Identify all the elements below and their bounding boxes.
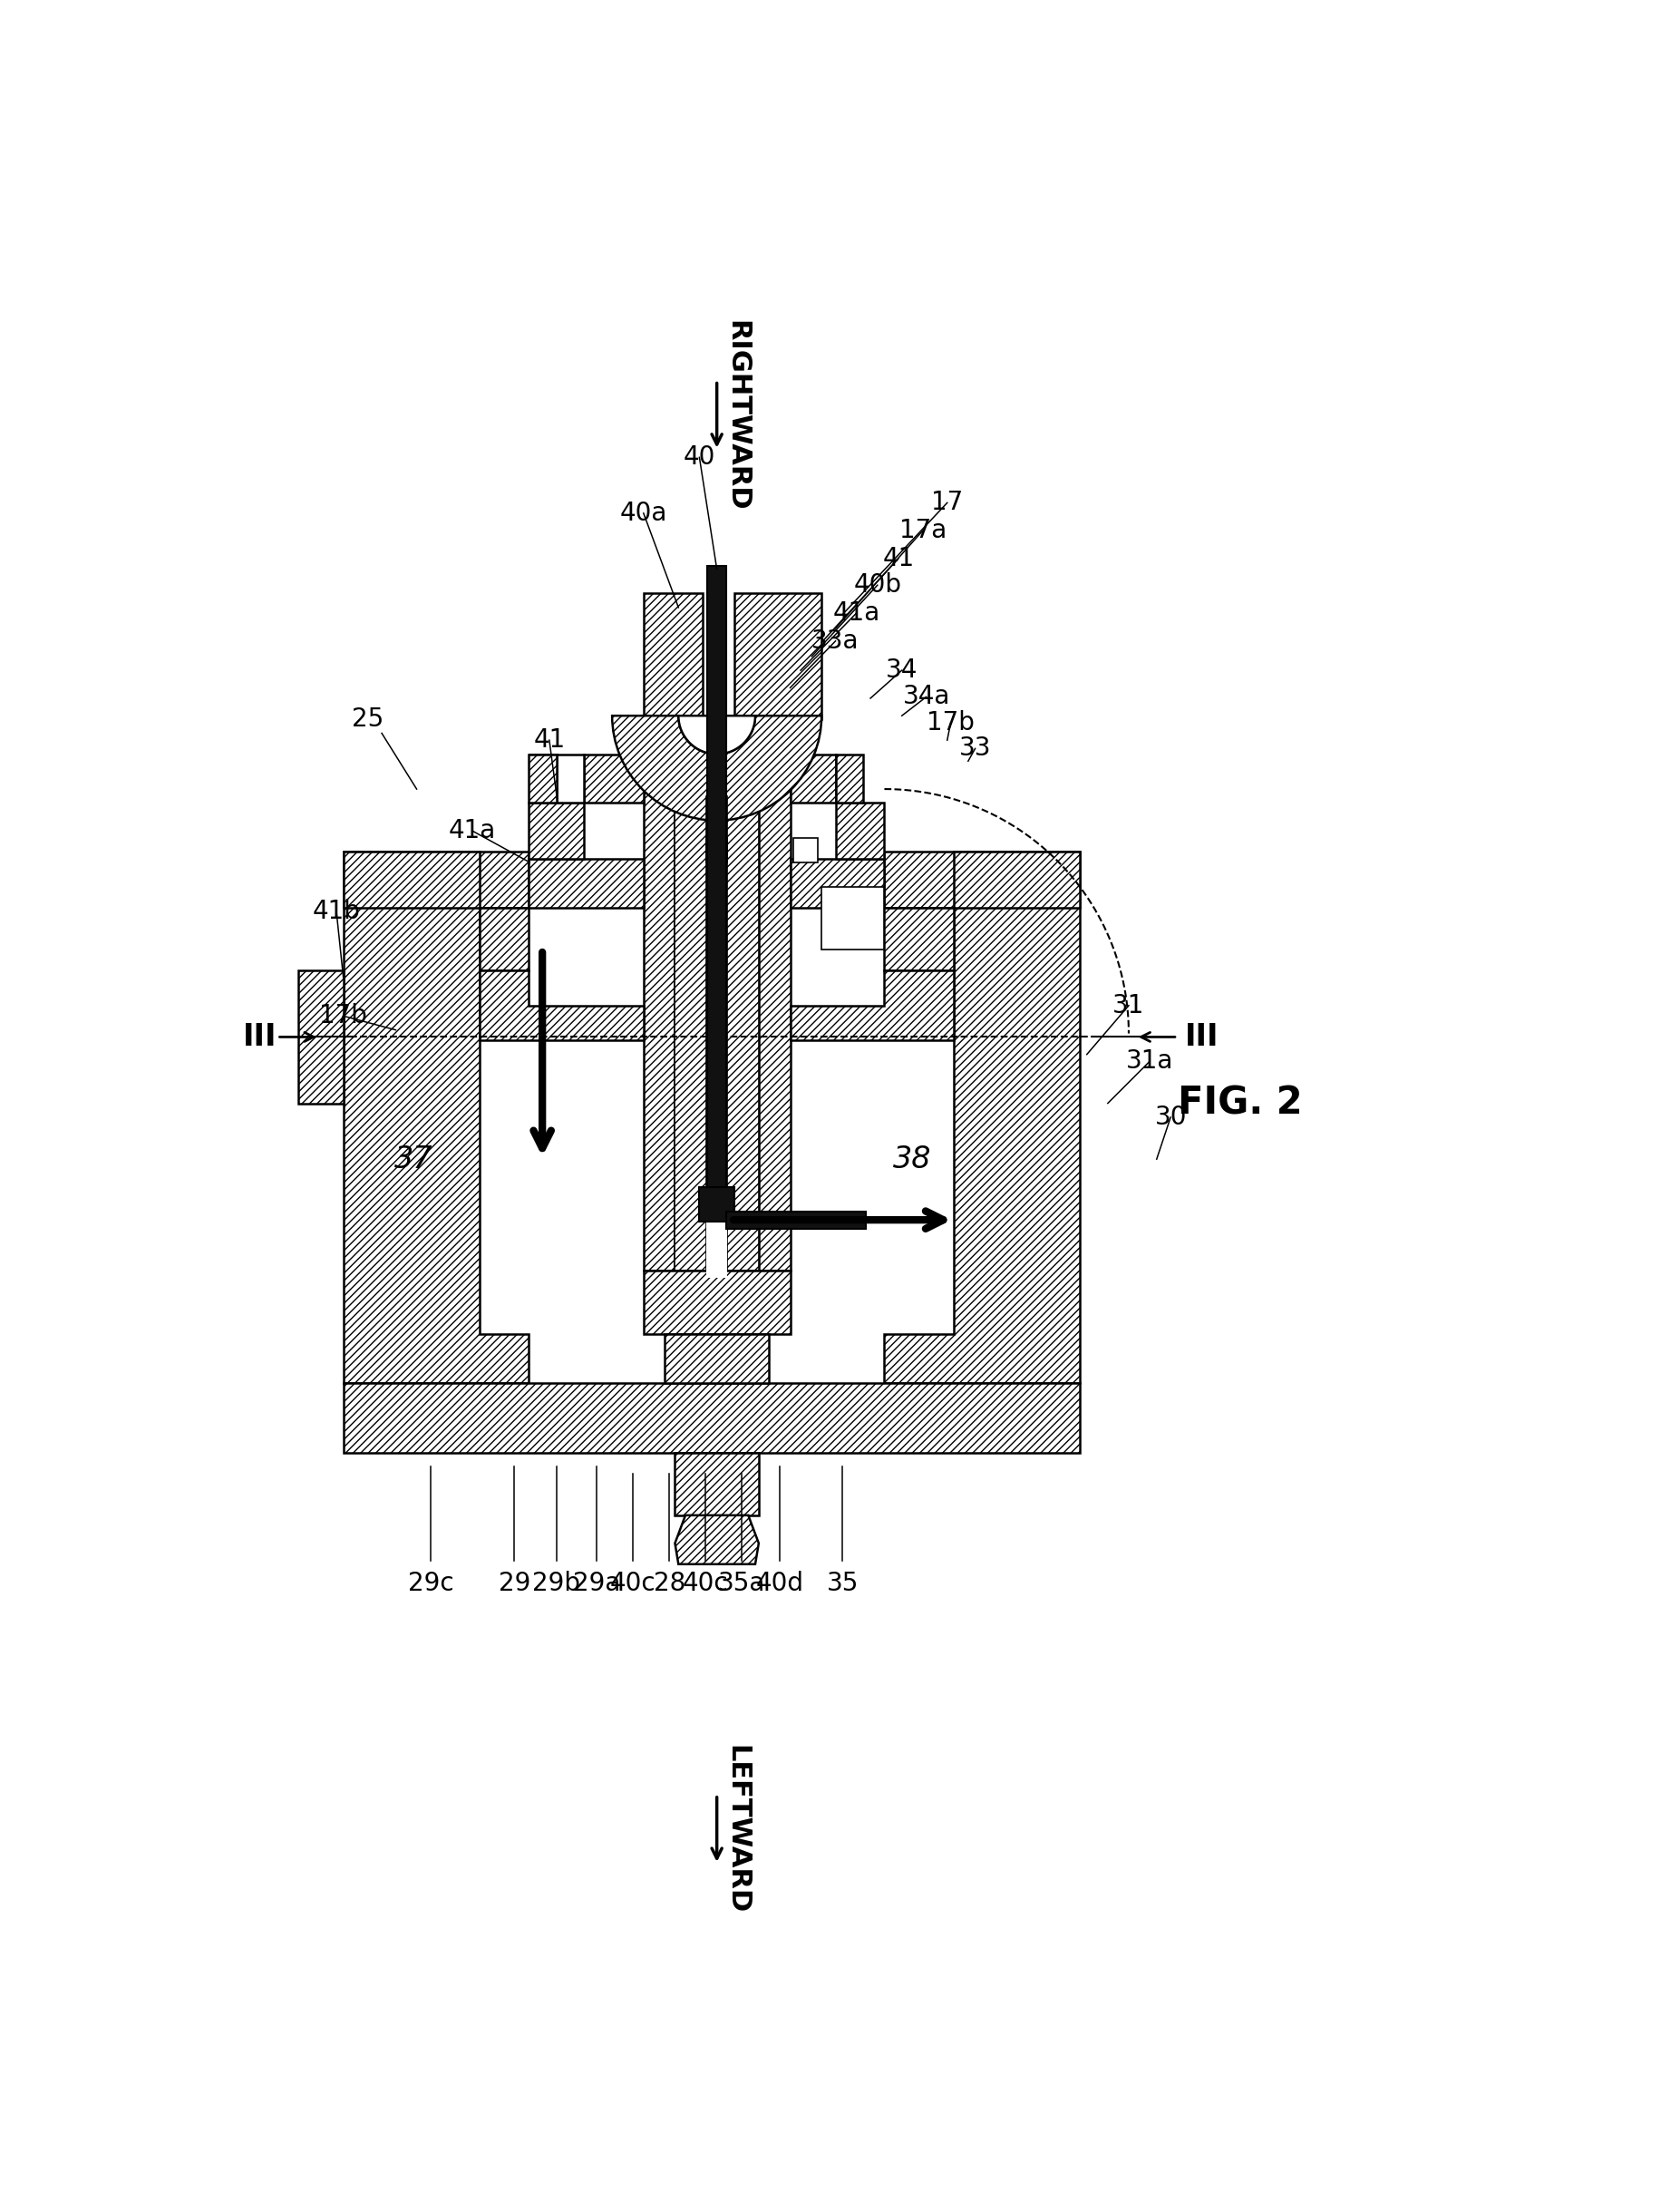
Text: 29a: 29a <box>573 1572 620 1596</box>
Text: 34a: 34a <box>902 683 949 710</box>
Text: 31: 31 <box>1112 993 1144 1019</box>
Text: 33: 33 <box>959 736 991 761</box>
Text: 17a: 17a <box>899 517 946 544</box>
Text: III: III <box>242 1021 277 1052</box>
Polygon shape <box>528 754 585 803</box>
Polygon shape <box>734 593 822 719</box>
Polygon shape <box>706 796 727 820</box>
Text: III: III <box>1184 1021 1220 1052</box>
Text: 38: 38 <box>894 1143 932 1174</box>
Text: 40: 40 <box>684 444 716 471</box>
Polygon shape <box>585 754 643 803</box>
Polygon shape <box>835 803 884 858</box>
Polygon shape <box>528 803 585 858</box>
Polygon shape <box>528 858 643 909</box>
Polygon shape <box>675 1515 759 1563</box>
Text: LEFTWARD: LEFTWARD <box>724 1744 749 1915</box>
Text: 41b: 41b <box>312 898 360 924</box>
Polygon shape <box>706 593 727 1278</box>
Polygon shape <box>759 719 790 1271</box>
Polygon shape <box>790 754 835 803</box>
Text: 40c: 40c <box>682 1572 727 1596</box>
Polygon shape <box>675 719 706 1271</box>
Text: 33a: 33a <box>811 628 858 654</box>
Text: RIGHTWARD: RIGHTWARD <box>724 321 749 511</box>
Polygon shape <box>643 719 675 1271</box>
Polygon shape <box>790 971 954 1041</box>
Polygon shape <box>707 566 727 1194</box>
Polygon shape <box>954 851 1080 909</box>
Polygon shape <box>793 838 818 862</box>
Polygon shape <box>822 887 884 951</box>
Polygon shape <box>706 838 727 862</box>
Polygon shape <box>727 1212 867 1229</box>
Text: 40c: 40c <box>610 1572 655 1596</box>
Text: 41a: 41a <box>833 601 880 626</box>
Text: 41a: 41a <box>449 818 496 845</box>
Text: 34: 34 <box>885 657 917 683</box>
Polygon shape <box>706 593 727 719</box>
Polygon shape <box>297 971 343 1103</box>
Polygon shape <box>643 1271 790 1333</box>
Polygon shape <box>643 593 702 719</box>
Text: 40b: 40b <box>853 573 902 597</box>
Polygon shape <box>479 971 643 1041</box>
Polygon shape <box>884 851 1080 1382</box>
Text: 41: 41 <box>533 727 564 754</box>
Text: 35a: 35a <box>719 1572 766 1596</box>
Polygon shape <box>727 719 759 1271</box>
Text: FIG. 2: FIG. 2 <box>1178 1083 1302 1123</box>
Text: 37: 37 <box>393 1143 432 1174</box>
Text: 35: 35 <box>827 1572 858 1596</box>
Polygon shape <box>479 909 528 971</box>
Polygon shape <box>343 1382 1080 1453</box>
Polygon shape <box>790 858 884 909</box>
Wedge shape <box>612 716 822 820</box>
Polygon shape <box>884 909 954 971</box>
Polygon shape <box>699 1187 734 1223</box>
Text: 25: 25 <box>351 708 383 732</box>
Text: 30: 30 <box>1154 1106 1186 1130</box>
Text: 40d: 40d <box>756 1572 803 1596</box>
Polygon shape <box>528 754 556 803</box>
Text: 17: 17 <box>931 491 963 515</box>
Polygon shape <box>343 851 479 909</box>
Text: 31a: 31a <box>1126 1048 1173 1075</box>
Text: 40a: 40a <box>620 500 667 526</box>
Polygon shape <box>835 754 864 803</box>
Text: 29: 29 <box>499 1572 531 1596</box>
Text: 41: 41 <box>882 546 914 570</box>
Text: 17b: 17b <box>927 710 974 736</box>
Wedge shape <box>679 716 756 754</box>
Polygon shape <box>343 851 528 1382</box>
Polygon shape <box>665 1333 769 1382</box>
Text: 29c: 29c <box>408 1572 454 1596</box>
Text: 17b: 17b <box>319 1004 368 1028</box>
Text: 28: 28 <box>654 1572 685 1596</box>
Polygon shape <box>675 1453 759 1515</box>
Text: 29b: 29b <box>533 1572 580 1596</box>
